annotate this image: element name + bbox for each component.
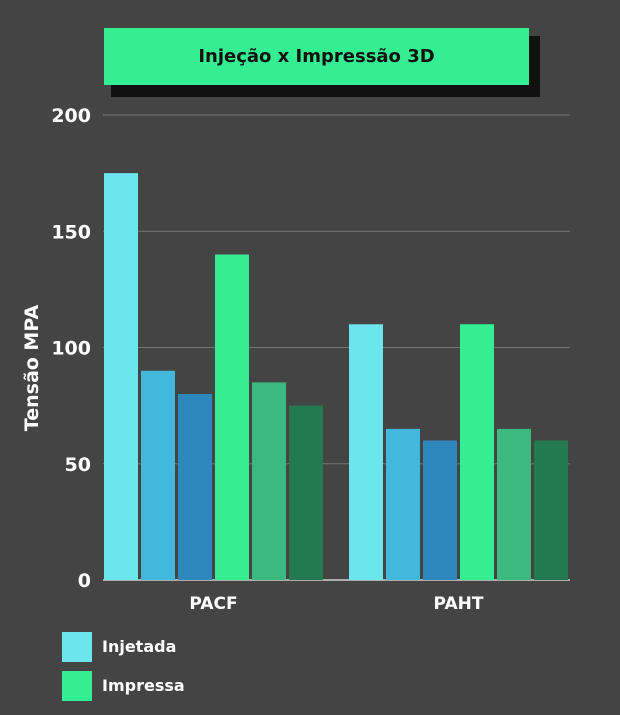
bar-paht-3	[423, 440, 457, 580]
bar-paht-1	[349, 324, 383, 580]
y-axis-title: Tensão MPA	[21, 304, 43, 431]
legend-label-impressa: Impressa	[102, 676, 185, 695]
bar-pacf-3	[178, 394, 212, 580]
legend-item-impressa: Impressa	[62, 669, 185, 702]
legend-item-injetada: Injetada	[62, 630, 185, 663]
legend: Injetada Impressa	[62, 630, 185, 708]
bar-pacf-4	[215, 254, 249, 580]
bar-paht-6	[534, 440, 568, 580]
chart-title-box: Injeção x Impressão 3D	[104, 28, 529, 85]
bar-paht-5	[497, 428, 531, 580]
bar-pacf-5	[252, 382, 286, 580]
legend-label-injetada: Injetada	[102, 637, 177, 656]
y-tick-label-200: 200	[51, 105, 91, 127]
bar-pacf-2	[141, 370, 175, 580]
bar-paht-4	[460, 324, 494, 580]
y-tick-label-100: 100	[51, 338, 91, 360]
y-tick-label-50: 50	[65, 454, 91, 476]
x-category-label-pacf: PACF	[189, 594, 237, 614]
chart-title: Injeção x Impressão 3D	[198, 46, 435, 67]
x-category-label-paht: PAHT	[434, 594, 484, 614]
bar-pacf-1	[104, 173, 138, 580]
legend-swatch-impressa	[62, 670, 92, 701]
y-tick-label-0: 0	[78, 570, 91, 592]
legend-swatch-injetada	[62, 631, 92, 662]
y-tick-label-150: 150	[51, 221, 91, 243]
bar-paht-2	[386, 428, 420, 580]
bar-pacf-6	[289, 405, 323, 580]
